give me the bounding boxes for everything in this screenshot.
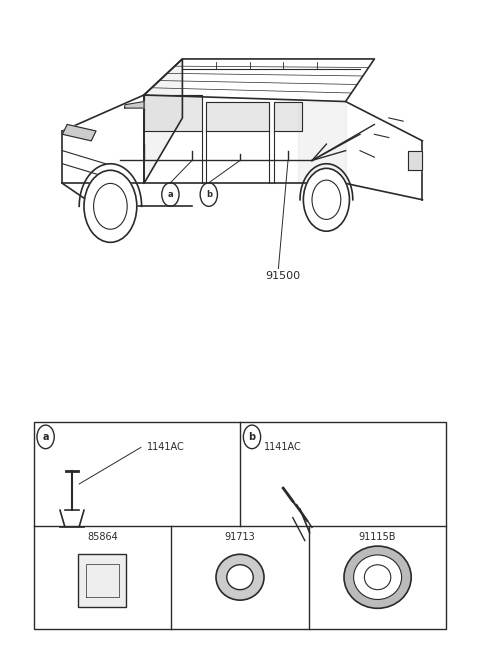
- Polygon shape: [144, 95, 202, 131]
- Ellipse shape: [216, 554, 264, 600]
- Text: b: b: [206, 190, 212, 199]
- Ellipse shape: [364, 565, 391, 590]
- Ellipse shape: [354, 555, 402, 599]
- Polygon shape: [62, 124, 96, 141]
- Text: 85864: 85864: [87, 533, 118, 542]
- Ellipse shape: [344, 546, 411, 608]
- Text: b: b: [249, 432, 255, 442]
- Text: a: a: [42, 432, 49, 442]
- Polygon shape: [144, 59, 374, 102]
- Text: 91500: 91500: [265, 271, 301, 281]
- Bar: [34, 422, 446, 629]
- FancyBboxPatch shape: [78, 554, 126, 607]
- Circle shape: [84, 170, 137, 242]
- Ellipse shape: [227, 565, 253, 590]
- Text: 91115B: 91115B: [359, 533, 396, 542]
- Text: 91713: 91713: [225, 533, 255, 542]
- Polygon shape: [408, 151, 422, 170]
- Polygon shape: [298, 102, 346, 183]
- Text: 1141AC: 1141AC: [264, 442, 302, 453]
- Text: a: a: [168, 190, 173, 199]
- Polygon shape: [274, 102, 302, 131]
- Circle shape: [303, 168, 349, 231]
- Polygon shape: [125, 102, 144, 108]
- Text: 1141AC: 1141AC: [147, 442, 185, 453]
- Polygon shape: [206, 102, 269, 131]
- Polygon shape: [144, 59, 182, 183]
